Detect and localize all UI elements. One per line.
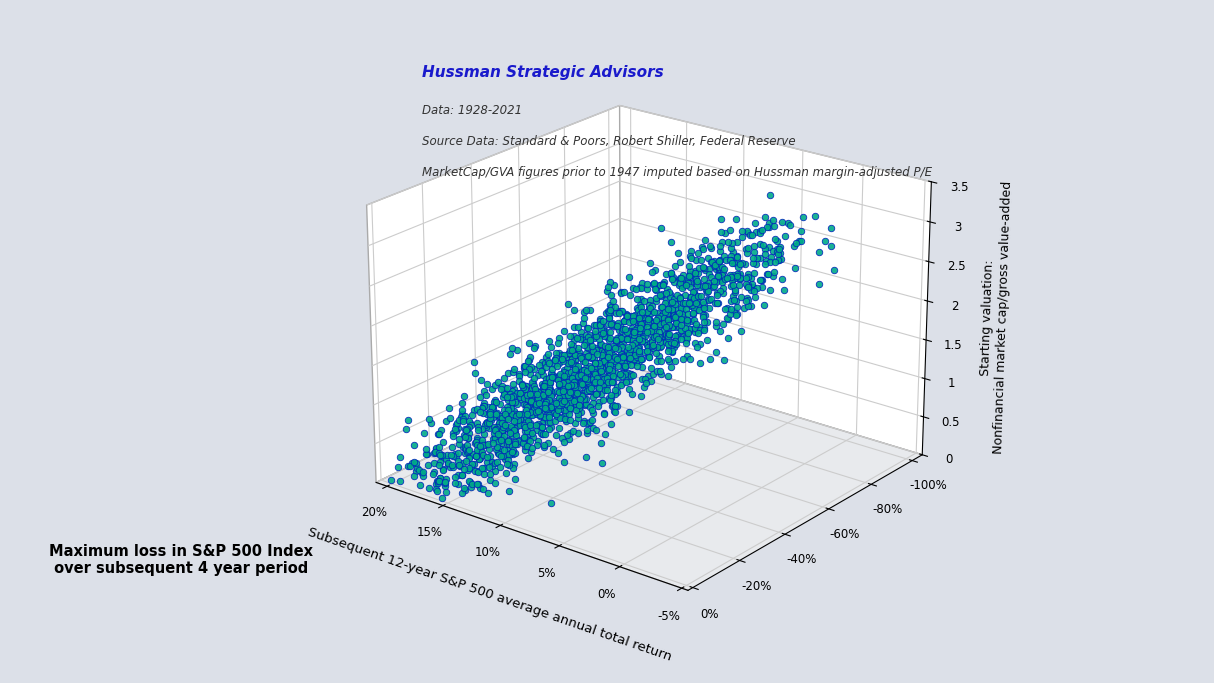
Text: Data: 1928-2021: Data: 1928-2021 bbox=[422, 104, 522, 117]
Text: Hussman Strategic Advisors: Hussman Strategic Advisors bbox=[422, 65, 664, 80]
Text: MarketCap/GVA figures prior to 1947 imputed based on Hussman margin-adjusted P/E: MarketCap/GVA figures prior to 1947 impu… bbox=[422, 165, 932, 178]
Text: Source Data: Standard & Poors, Robert Shiller, Federal Reserve: Source Data: Standard & Poors, Robert Sh… bbox=[422, 135, 795, 148]
Text: Maximum loss in S&P 500 Index
 over subsequent 4 year period: Maximum loss in S&P 500 Index over subse… bbox=[49, 544, 312, 576]
X-axis label: Subsequent 12-year S&P 500 average annual total return: Subsequent 12-year S&P 500 average annua… bbox=[306, 525, 673, 663]
